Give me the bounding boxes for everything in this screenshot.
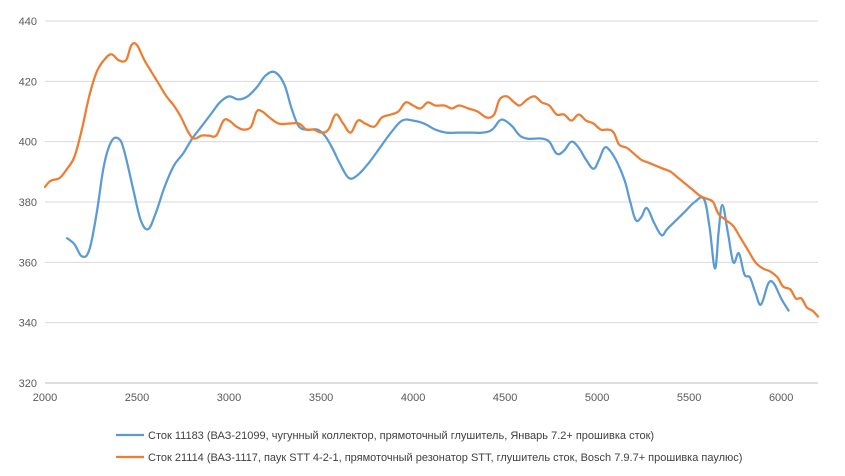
y-tick-label: 420 (19, 76, 37, 88)
legend-label-1: Сток 11183 (ВАЗ-21099, чугунный коллекто… (148, 430, 654, 442)
x-tick-label: 4500 (493, 392, 517, 404)
x-tick-label: 2000 (33, 392, 57, 404)
y-tick-label: 340 (19, 318, 37, 330)
gridlines (45, 21, 818, 323)
legend-label-2: Сток 21114 (ВАЗ-1117, паук STT 4-2-1, пр… (148, 452, 742, 464)
legend: Сток 11183 (ВАЗ-21099, чугунный коллекто… (116, 430, 742, 464)
x-tick-label: 3000 (217, 392, 241, 404)
series-line-2 (45, 43, 818, 317)
x-tick-label: 6000 (769, 392, 793, 404)
x-tick-label: 5000 (585, 392, 609, 404)
x-tick-label: 2500 (125, 392, 149, 404)
y-tick-label: 360 (19, 257, 37, 269)
x-tick-label: 5500 (677, 392, 701, 404)
chart-container: 320 340 360 380 400 420 440 2000 2500 3000 3500 400… (0, 0, 845, 476)
x-tick-label: 4000 (401, 392, 425, 404)
y-tick-label: 440 (19, 16, 37, 28)
series-lines (45, 43, 818, 317)
y-tick-label: 380 (19, 197, 37, 209)
line-chart: 320 340 360 380 400 420 440 2000 2500 3000 3500 400… (0, 0, 845, 476)
y-tick-label: 320 (19, 378, 37, 390)
x-tick-label: 3500 (309, 392, 333, 404)
y-tick-label: 400 (19, 137, 37, 149)
